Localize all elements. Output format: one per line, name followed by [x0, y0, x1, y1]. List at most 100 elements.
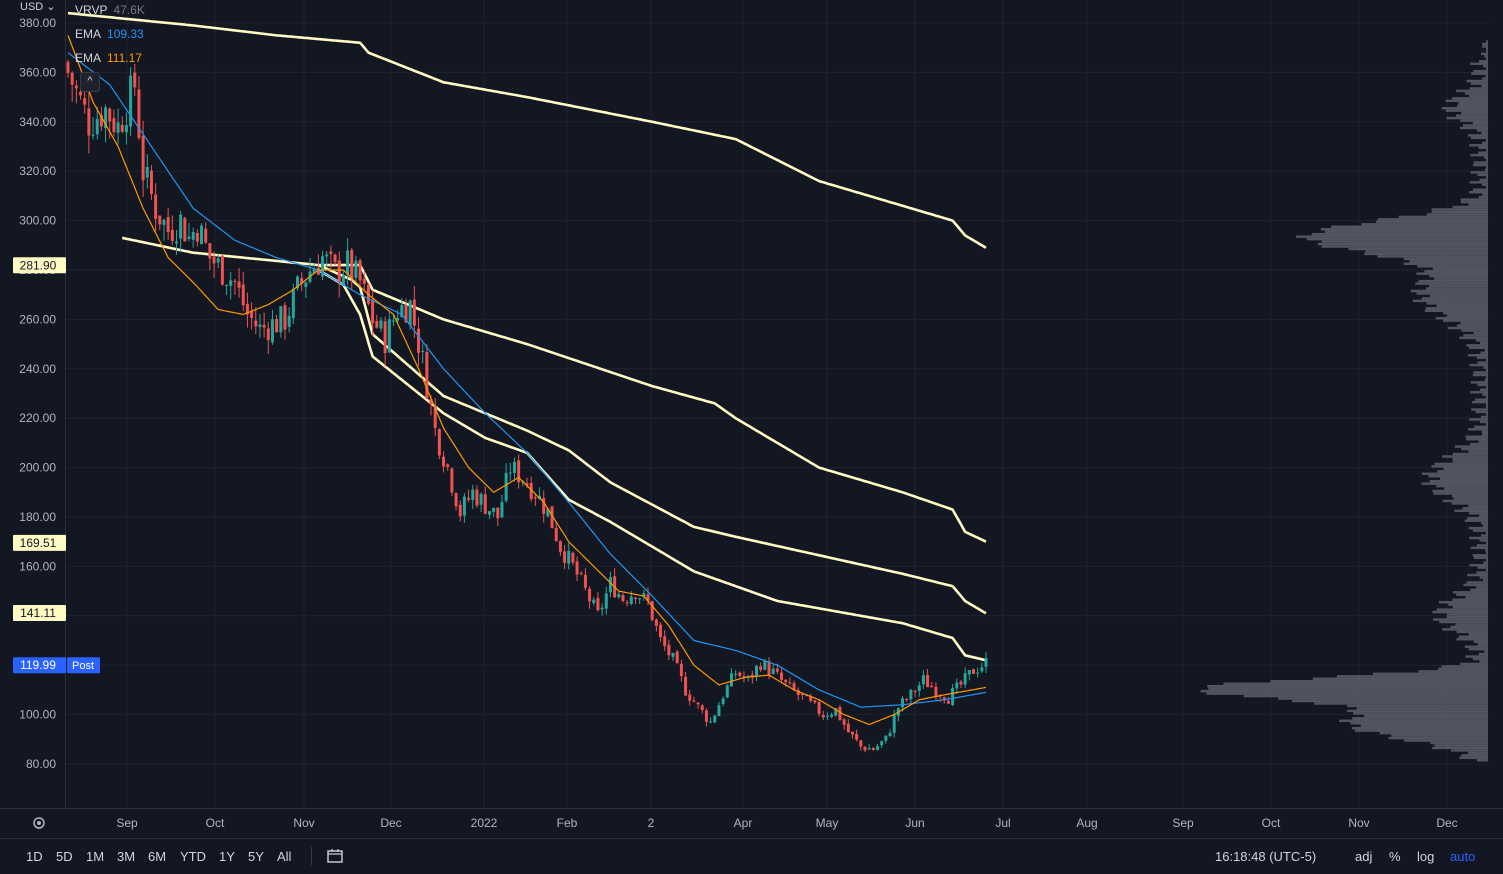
candle-body [571, 552, 575, 563]
volume-profile-row [1474, 425, 1488, 429]
candle-body [212, 256, 216, 264]
legend-vrvp-value: 47.6K [113, 3, 145, 17]
candle-body [579, 573, 583, 575]
volume-profile-row [1321, 240, 1488, 243]
price-badges: 281.90 169.51 141.11 119.99 Post [13, 257, 100, 674]
volume-profile-row [1476, 356, 1488, 359]
volume-profile-row [1459, 126, 1488, 130]
range-button-3m[interactable]: 3M [117, 849, 136, 864]
volume-profile-row [1311, 232, 1488, 236]
log-toggle[interactable]: log [1417, 849, 1435, 864]
candle-body [721, 698, 725, 705]
volume-profile-row [1373, 672, 1488, 676]
currency-selector[interactable]: USD ⌄ [20, 0, 56, 13]
candle-body [487, 511, 491, 515]
range-button-6m[interactable]: 6M [148, 849, 167, 864]
chart-background [0, 0, 1503, 838]
volume-profile-row [1483, 64, 1488, 68]
volume-profile-row [1456, 324, 1488, 327]
volume-profile-row [1455, 114, 1488, 117]
range-button-5y[interactable]: 5Y [248, 849, 264, 864]
volume-profile-row [1478, 440, 1488, 443]
collapse-legend-button[interactable]: ^ [80, 72, 100, 92]
candle-body [971, 669, 975, 674]
volume-profile-row [1443, 319, 1488, 322]
y-tick-label: 300.00 [19, 214, 56, 228]
volume-profile-row [1482, 433, 1488, 436]
volume-profile-row [1445, 99, 1488, 103]
volume-profile-row [1479, 576, 1488, 579]
adj-toggle[interactable]: adj [1355, 849, 1373, 864]
range-button-1d[interactable]: 1D [26, 849, 43, 864]
x-tick-label: Nov [293, 816, 314, 830]
candle-body [646, 594, 650, 602]
candle-body [679, 663, 683, 676]
settings-gear-icon[interactable] [33, 817, 45, 829]
candle-body [575, 561, 579, 575]
volume-profile-row [1469, 418, 1488, 421]
legend-ema-2[interactable]: EMA 111.17 [75, 51, 142, 65]
legend-ema-1[interactable]: EMA 109.33 [75, 27, 144, 41]
time-axis[interactable]: Sep Oct Nov Dec 2022 Feb 2 Apr May Jun Jul Aug Sep Oc… [116, 816, 1457, 830]
volume-profile-row [1404, 739, 1488, 742]
candle-body [846, 723, 850, 733]
x-tick-label: Nov [1348, 816, 1369, 830]
candle-body [784, 679, 788, 683]
candle-body [417, 328, 421, 353]
candle-body [813, 700, 817, 703]
candle-body [692, 700, 696, 702]
volume-profile-row [1464, 92, 1488, 95]
volume-profile-row [1478, 151, 1488, 154]
candle-body [396, 317, 400, 321]
volume-profile-row [1469, 346, 1488, 350]
volume-profile-row [1466, 437, 1488, 441]
currency-label: USD [20, 1, 44, 13]
candle-body [145, 166, 149, 178]
volume-profile-row [1278, 697, 1488, 700]
volume-profile-row [1455, 623, 1488, 626]
candle-body [471, 489, 475, 501]
price-chart[interactable]: 380.00 360.00 340.00 320.00 300.00 2 80.00 260.… [0, 0, 1503, 838]
clock-display[interactable]: 16:18:48 (UTC-5) [1215, 849, 1317, 864]
volume-profile-row [1452, 605, 1488, 609]
ema-orange-line [67, 35, 987, 726]
volume-profile-row [1454, 509, 1488, 513]
candle-body [771, 668, 775, 674]
candle-body [959, 681, 963, 685]
candle-body [859, 740, 863, 747]
volume-profile-row [1477, 173, 1488, 177]
candle-body [567, 550, 571, 564]
candle-body [333, 254, 337, 263]
candle-body [600, 607, 604, 610]
volume-profile-row [1460, 198, 1488, 201]
date-range-icon[interactable] [327, 849, 343, 866]
legend-ema-1-label: EMA [75, 27, 102, 41]
range-button-all[interactable]: All [277, 849, 292, 864]
legend-vrvp[interactable]: VRVP 47.6K [75, 3, 145, 17]
x-tick-label: Dec [1436, 816, 1457, 830]
volume-profile-row [1438, 600, 1488, 604]
range-button-ytd[interactable]: YTD [180, 849, 206, 864]
volume-profile-row [1442, 628, 1488, 631]
volume-profile-row [1464, 519, 1488, 522]
candle-body [901, 698, 905, 708]
candle-body [262, 324, 266, 328]
volume-profile-row [1403, 257, 1488, 261]
volume-profile-row [1478, 146, 1488, 149]
candle-body [162, 219, 166, 225]
volume-profile-row [1436, 484, 1488, 488]
volume-profile-row [1421, 297, 1488, 300]
range-button-1m[interactable]: 1M [86, 849, 105, 864]
candle-body [191, 231, 195, 240]
range-button-1y[interactable]: 1Y [219, 849, 235, 864]
price-badge: 119.99 Post [13, 657, 100, 674]
volume-profile-row [1484, 349, 1488, 352]
volume-profile-row [1470, 442, 1488, 446]
volume-profile-row [1446, 615, 1488, 619]
volume-profile-row [1476, 759, 1488, 762]
candle-body [984, 658, 988, 667]
auto-toggle[interactable]: auto [1450, 849, 1476, 864]
volume-profile-row [1471, 72, 1488, 75]
percent-toggle[interactable]: % [1389, 849, 1401, 864]
range-button-5d[interactable]: 5D [56, 849, 73, 864]
